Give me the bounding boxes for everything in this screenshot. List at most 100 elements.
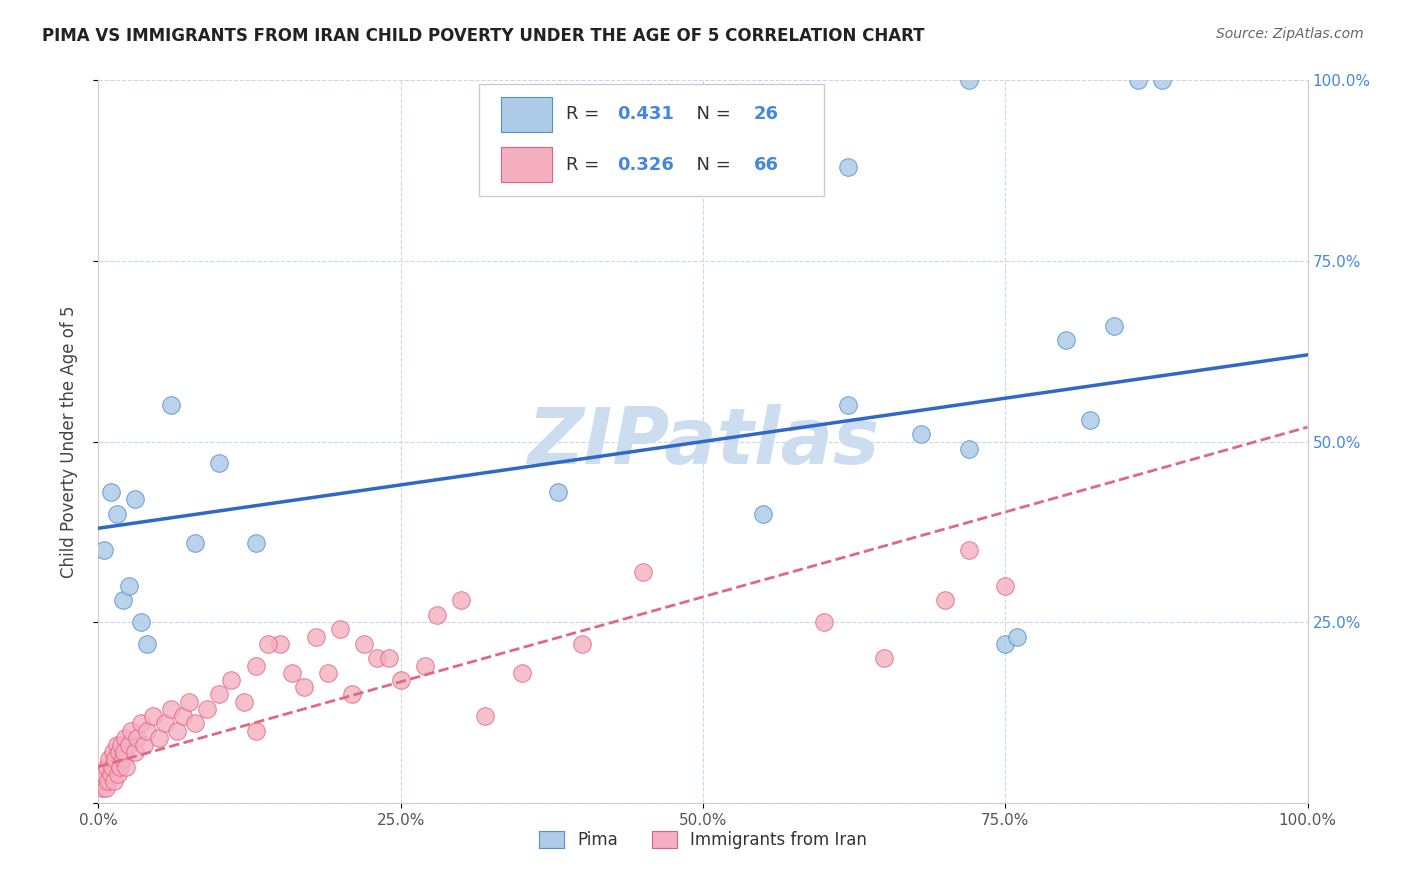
Point	[127, 731, 149, 745]
Text: PIMA VS IMMIGRANTS FROM IRAN CHILD POVERTY UNDER THE AGE OF 5 CORRELATION CHART: PIMA VS IMMIGRANTS FROM IRAN CHILD POVER…	[42, 27, 925, 45]
Point	[342, 687, 364, 701]
Point	[107, 767, 129, 781]
Text: N =: N =	[685, 156, 737, 174]
Point	[94, 781, 117, 796]
Point	[245, 723, 267, 738]
Point	[957, 442, 980, 456]
Point	[631, 565, 654, 579]
Point	[245, 658, 267, 673]
Point	[269, 637, 291, 651]
Y-axis label: Child Poverty Under the Age of 5: Child Poverty Under the Age of 5	[59, 305, 77, 578]
Point	[208, 456, 231, 470]
Point	[93, 542, 115, 557]
Point	[98, 752, 121, 766]
Point	[245, 535, 267, 549]
Point	[547, 485, 569, 500]
Point	[108, 760, 131, 774]
Text: 66: 66	[754, 156, 779, 174]
Legend: Pima, Immigrants from Iran: Pima, Immigrants from Iran	[533, 824, 873, 856]
Point	[1078, 413, 1101, 427]
Point	[994, 579, 1017, 593]
Point	[1128, 73, 1150, 87]
Point	[873, 651, 896, 665]
FancyBboxPatch shape	[479, 84, 824, 196]
Point	[957, 73, 980, 87]
Point	[910, 427, 932, 442]
Point	[292, 680, 315, 694]
Point	[752, 507, 775, 521]
FancyBboxPatch shape	[501, 147, 551, 182]
Point	[179, 695, 201, 709]
Point	[1054, 334, 1077, 348]
Text: R =: R =	[567, 156, 606, 174]
Point	[837, 398, 859, 412]
Point	[114, 731, 136, 745]
Point	[1007, 630, 1029, 644]
Point	[97, 774, 120, 789]
Point	[129, 615, 152, 630]
Point	[934, 593, 956, 607]
Text: 0.326: 0.326	[617, 156, 673, 174]
Point	[112, 745, 135, 759]
Point	[100, 760, 122, 774]
Point	[124, 745, 146, 759]
Point	[1102, 318, 1125, 333]
Point	[957, 542, 980, 557]
Point	[105, 738, 128, 752]
Point	[101, 745, 124, 759]
Point	[413, 658, 436, 673]
Point	[134, 738, 156, 752]
Point	[124, 492, 146, 507]
Point	[813, 615, 835, 630]
Text: 0.431: 0.431	[617, 105, 673, 123]
Point	[160, 398, 183, 412]
Point	[221, 673, 243, 687]
Point	[110, 738, 132, 752]
Point	[426, 607, 449, 622]
Point	[96, 760, 118, 774]
Point	[366, 651, 388, 665]
Point	[120, 723, 142, 738]
Point	[353, 637, 375, 651]
Point	[100, 485, 122, 500]
Text: 26: 26	[754, 105, 779, 123]
Point	[571, 637, 593, 651]
Point	[93, 767, 115, 781]
Point	[115, 760, 138, 774]
Point	[111, 593, 134, 607]
Text: R =: R =	[567, 105, 606, 123]
Point	[105, 507, 128, 521]
Point	[195, 702, 218, 716]
Point	[108, 745, 131, 759]
Point	[100, 767, 122, 781]
Point	[474, 709, 496, 723]
Point	[510, 665, 533, 680]
Point	[118, 738, 141, 752]
Point	[281, 665, 304, 680]
FancyBboxPatch shape	[501, 97, 551, 132]
Point	[1152, 73, 1174, 87]
Point	[994, 637, 1017, 651]
Point	[172, 709, 194, 723]
Point	[184, 716, 207, 731]
Point	[329, 623, 352, 637]
Point	[160, 702, 183, 716]
Point	[135, 723, 157, 738]
Text: Source: ZipAtlas.com: Source: ZipAtlas.com	[1216, 27, 1364, 41]
Text: ZIPatlas: ZIPatlas	[527, 403, 879, 480]
Text: N =: N =	[685, 105, 737, 123]
Point	[91, 781, 114, 796]
Point	[104, 752, 127, 766]
Point	[103, 774, 125, 789]
Point	[153, 716, 176, 731]
Point	[232, 695, 254, 709]
Point	[129, 716, 152, 731]
Point	[91, 774, 114, 789]
Point	[166, 723, 188, 738]
Point	[837, 160, 859, 174]
Point	[305, 630, 328, 644]
Point	[118, 579, 141, 593]
Point	[148, 731, 170, 745]
Point	[389, 673, 412, 687]
Point	[184, 535, 207, 549]
